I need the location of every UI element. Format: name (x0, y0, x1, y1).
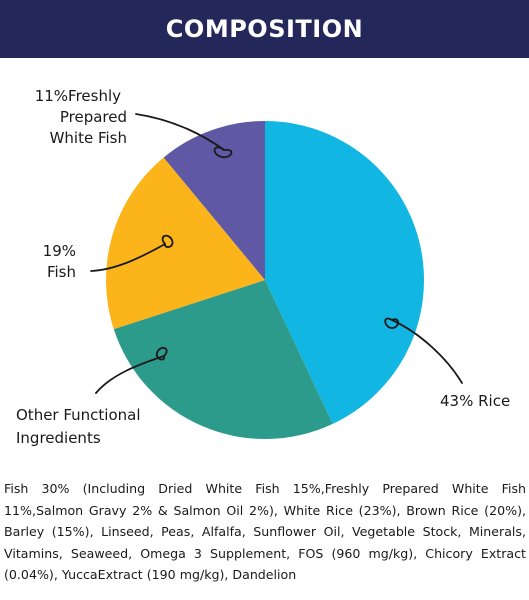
arrow-other-loop (155, 346, 168, 361)
arrow-white-fish-loop (213, 146, 233, 159)
pie-slices (105, 121, 425, 440)
label-white-fish-1: 11%Freshly (35, 87, 121, 105)
slice-labels: 11%Freshly Prepared White Fish 19% Fish … (16, 87, 510, 447)
arrow-white-fish (135, 113, 225, 151)
label-white-fish-3: White Fish (50, 129, 127, 147)
arrow-fish (90, 243, 166, 272)
label-fish-1: 19% (43, 242, 76, 260)
label-white-fish-2: Prepared (60, 108, 127, 126)
pie-slice-2 (105, 157, 266, 330)
composition-header: COMPOSITION (0, 0, 529, 58)
pie-slice-3 (163, 121, 265, 280)
label-other-1: Other Functional (16, 406, 141, 424)
arrow-rice (391, 319, 463, 384)
arrow-rice-loop (384, 317, 399, 329)
label-rice: 43% Rice (440, 392, 510, 410)
label-fish-2: Fish (47, 263, 76, 281)
ingredients-description: Fish 30% (Including Dried White Fish 15%… (4, 481, 526, 582)
label-other-2: Ingredients (16, 429, 101, 447)
arrow-fish-loop (161, 234, 174, 248)
pie-chart: 11%Freshly Prepared White Fish 19% Fish … (16, 87, 510, 447)
header-title: COMPOSITION (165, 15, 364, 43)
pie-slice-1 (113, 280, 333, 440)
arrows (90, 113, 463, 394)
pie-slice-0 (265, 121, 425, 424)
